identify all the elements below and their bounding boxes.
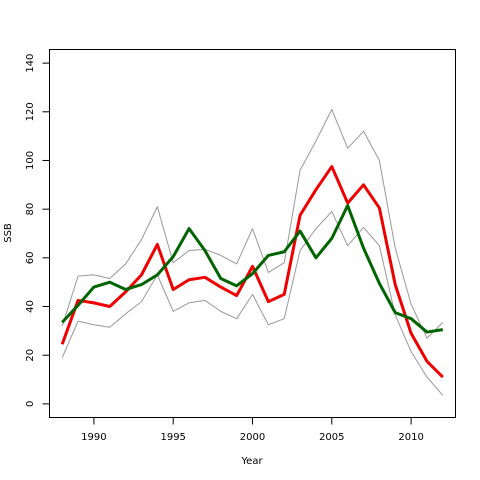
y-axis-label: SSB	[3, 223, 14, 243]
band-line-1	[61, 211, 444, 396]
y-tick-label: 40	[25, 300, 36, 313]
y-tick-label: 140	[25, 54, 36, 73]
band-lines	[61, 108, 444, 396]
y-tick-label: 20	[25, 349, 36, 362]
y-axis: 0 20 40 60 80 100 120 140	[25, 54, 50, 407]
y-tick-label: 0	[25, 401, 36, 407]
x-tick-label: 1995	[160, 432, 185, 443]
plot-frame	[49, 49, 456, 418]
series-line-2	[60, 165, 444, 379]
y-tick-label: 60	[25, 251, 36, 264]
y-tick-label: 120	[25, 102, 36, 121]
x-axis-label: Year	[240, 456, 263, 467]
x-tick-label: 2010	[398, 432, 423, 443]
series-line-3	[61, 204, 444, 334]
y-tick-label: 100	[25, 151, 36, 170]
x-tick-label: 2000	[240, 432, 265, 443]
y-tick-label: 80	[25, 203, 36, 216]
band-line-0	[61, 108, 444, 339]
x-axis: 1990 1995 2000 2005 2010	[81, 417, 424, 443]
main-lines	[60, 165, 444, 379]
x-tick-label: 1990	[81, 432, 106, 443]
x-tick-label: 2005	[319, 432, 344, 443]
